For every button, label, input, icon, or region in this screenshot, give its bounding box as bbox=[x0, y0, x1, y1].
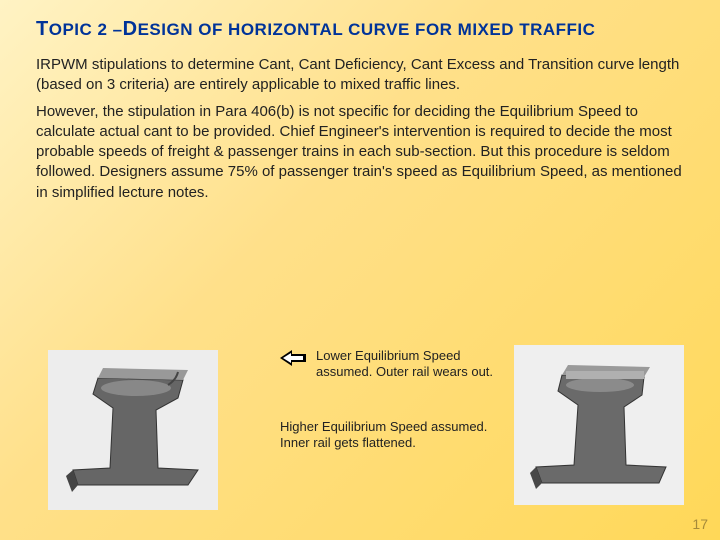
body-text: IRPWM stipulations to determine Cant, Ca… bbox=[0, 55, 720, 203]
paragraph-2: However, the stipulation in Para 406(b) … bbox=[36, 102, 688, 203]
title-text: TOPIC 2 –DESIGN OF HORIZONTAL CURVE FOR … bbox=[36, 20, 595, 39]
slide-title: TOPIC 2 –DESIGN OF HORIZONTAL CURVE FOR … bbox=[0, 0, 720, 55]
page-number: 17 bbox=[692, 516, 708, 532]
arrow-left-icon bbox=[280, 348, 310, 366]
rail-image-left bbox=[48, 350, 218, 510]
caption-1-row: Lower Equilibrium Speed assumed. Outer r… bbox=[280, 348, 510, 381]
caption-2-text: Higher Equilibrium Speed assumed. Inner … bbox=[280, 419, 510, 452]
rail-image-right bbox=[514, 345, 684, 505]
caption-1-text: Lower Equilibrium Speed assumed. Outer r… bbox=[316, 348, 510, 381]
captions-block: Lower Equilibrium Speed assumed. Outer r… bbox=[280, 348, 510, 451]
paragraph-1: IRPWM stipulations to determine Cant, Ca… bbox=[36, 55, 688, 96]
